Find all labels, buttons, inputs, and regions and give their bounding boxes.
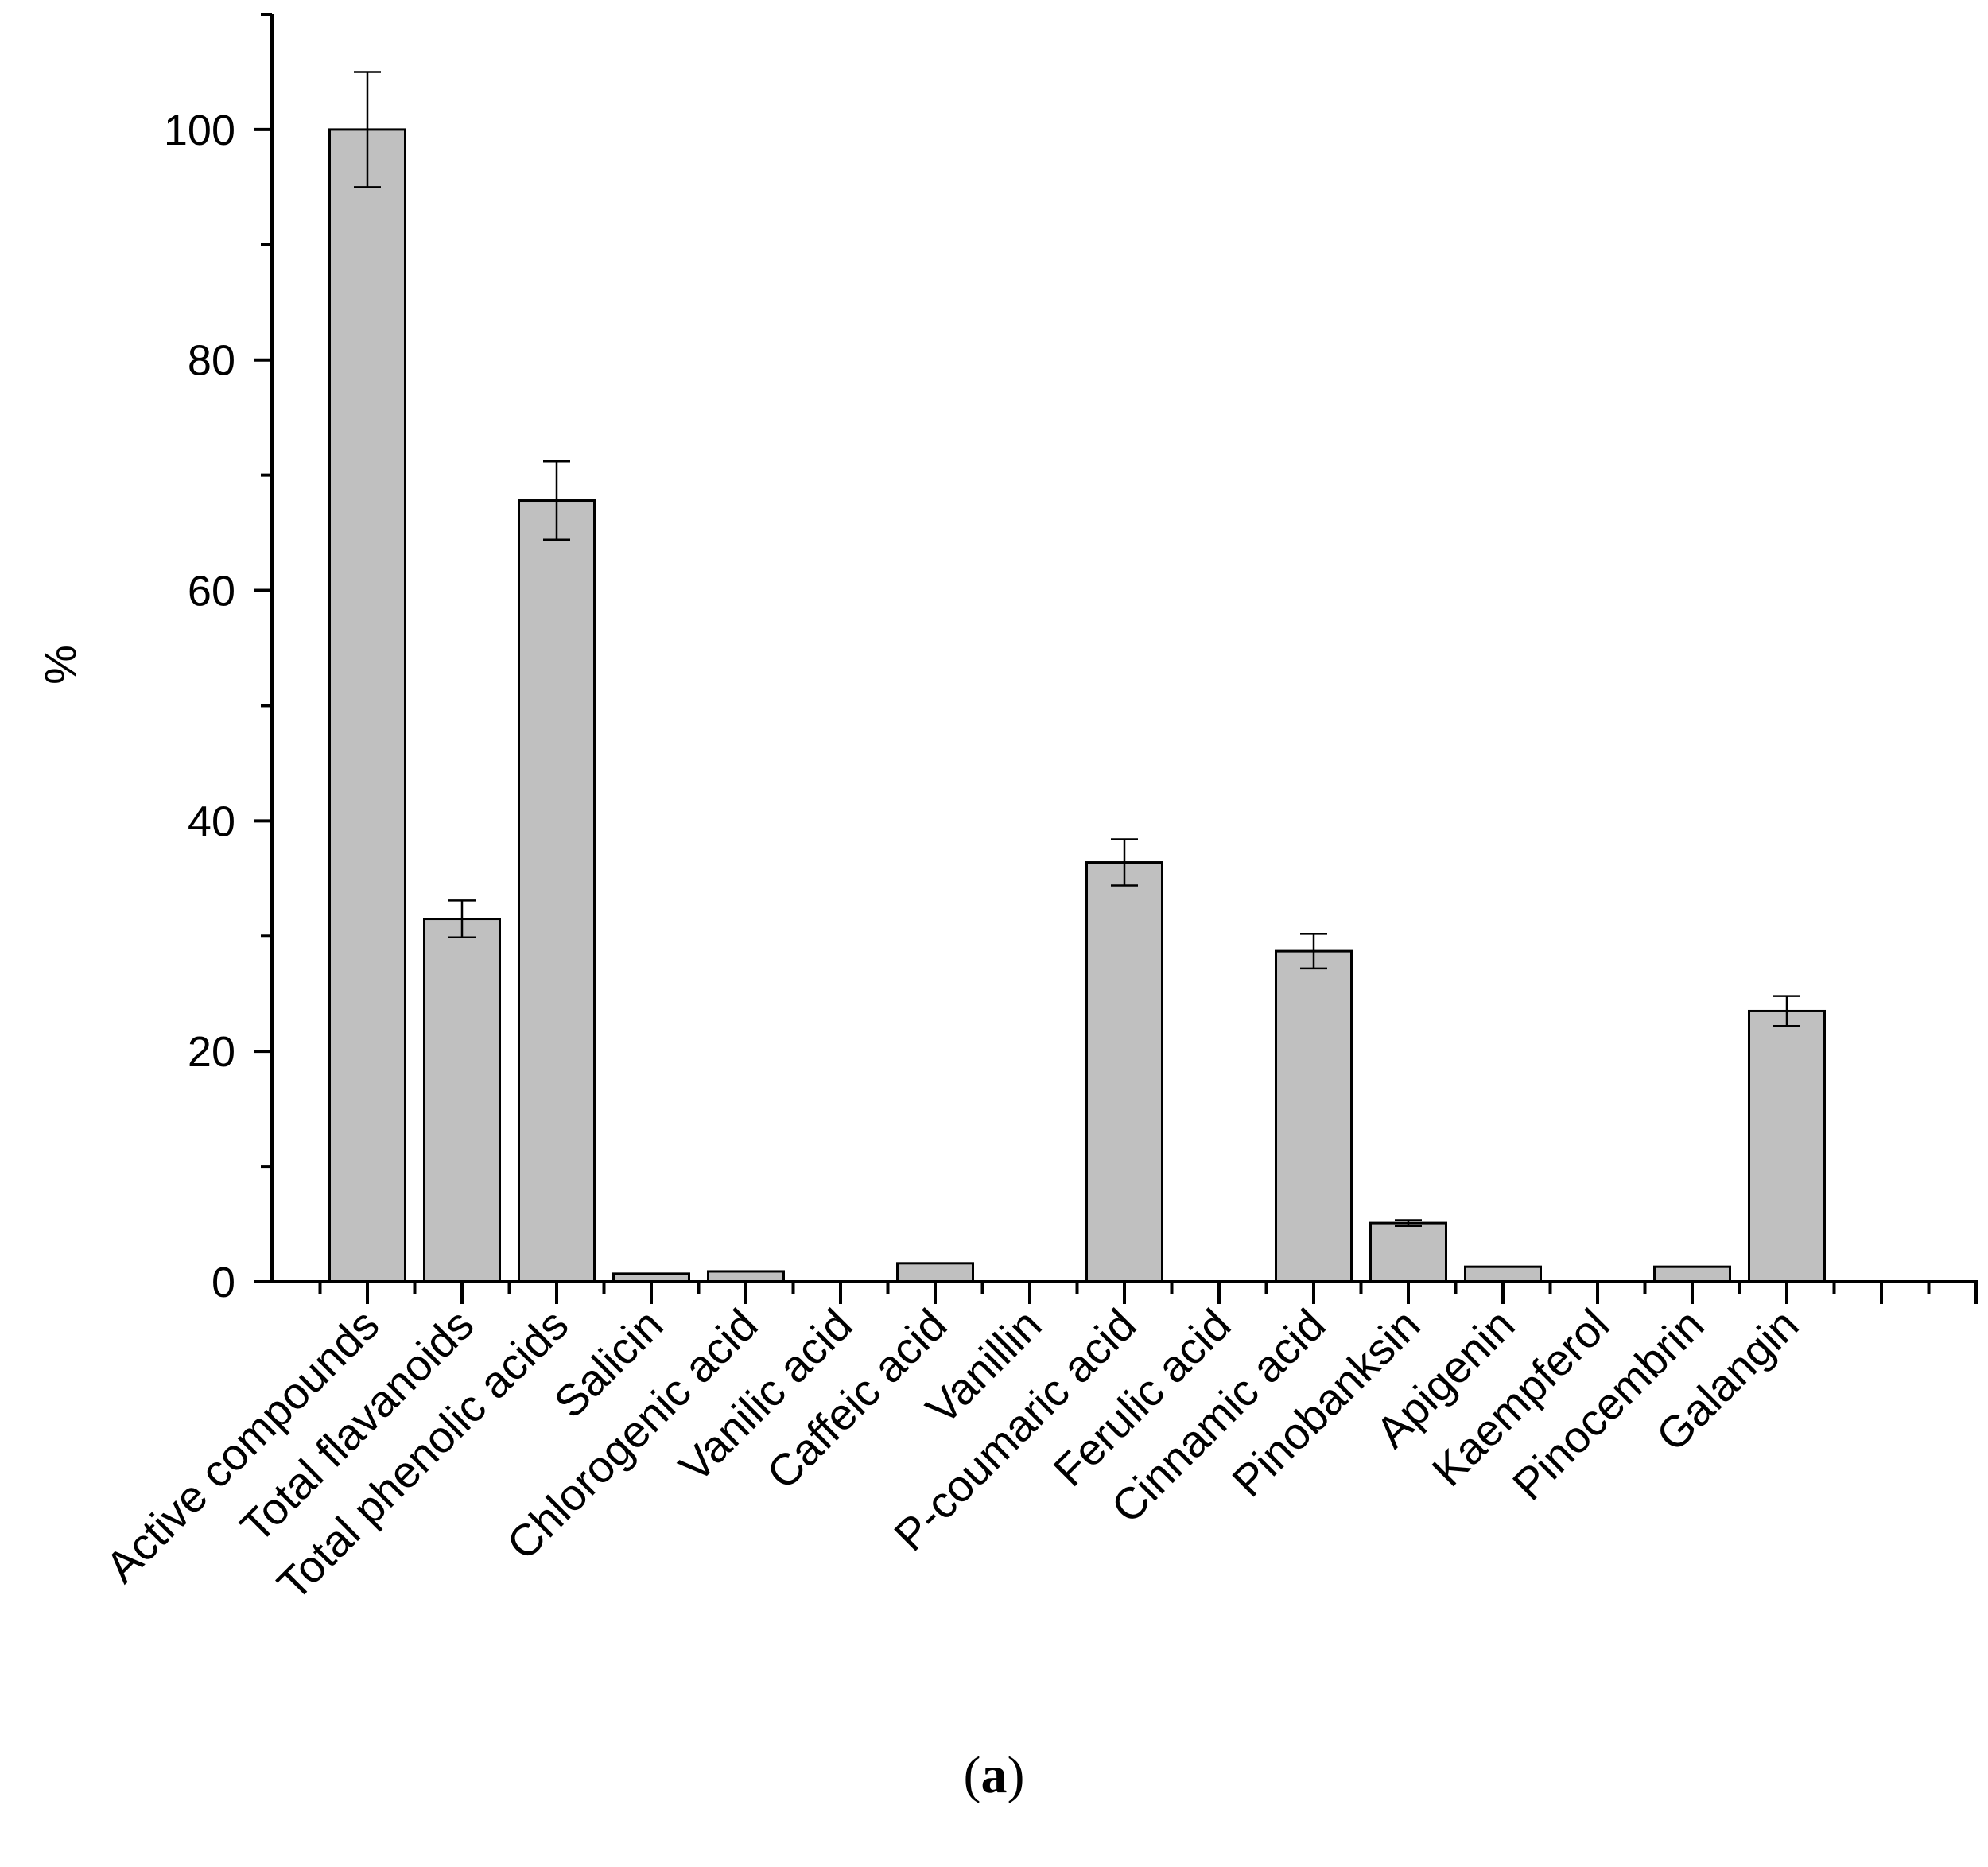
y-tick-label: 20 bbox=[188, 1028, 235, 1076]
axes bbox=[254, 13, 1978, 1304]
y-tick-label: 60 bbox=[188, 568, 235, 615]
bars bbox=[328, 71, 1826, 1283]
y-tick-label: 80 bbox=[188, 337, 235, 385]
bar bbox=[423, 918, 501, 1283]
bar bbox=[896, 1262, 974, 1283]
bar bbox=[1275, 949, 1353, 1283]
bar bbox=[518, 499, 596, 1283]
y-axis-label: % bbox=[35, 645, 85, 685]
bar bbox=[1369, 1221, 1447, 1283]
caption-open: ( bbox=[963, 1746, 981, 1804]
y-tick-label: 40 bbox=[188, 798, 235, 845]
bar bbox=[328, 128, 406, 1283]
y-tick-label: 100 bbox=[164, 107, 235, 154]
caption-letter: a bbox=[980, 1746, 1008, 1804]
caption-close: ) bbox=[1007, 1746, 1025, 1804]
bar bbox=[1464, 1265, 1542, 1283]
figure-caption: (a) bbox=[0, 1745, 1988, 1806]
bar bbox=[1653, 1265, 1731, 1283]
bar bbox=[1748, 1009, 1826, 1283]
y-tick-label: 0 bbox=[212, 1259, 235, 1306]
bar bbox=[1085, 861, 1163, 1283]
